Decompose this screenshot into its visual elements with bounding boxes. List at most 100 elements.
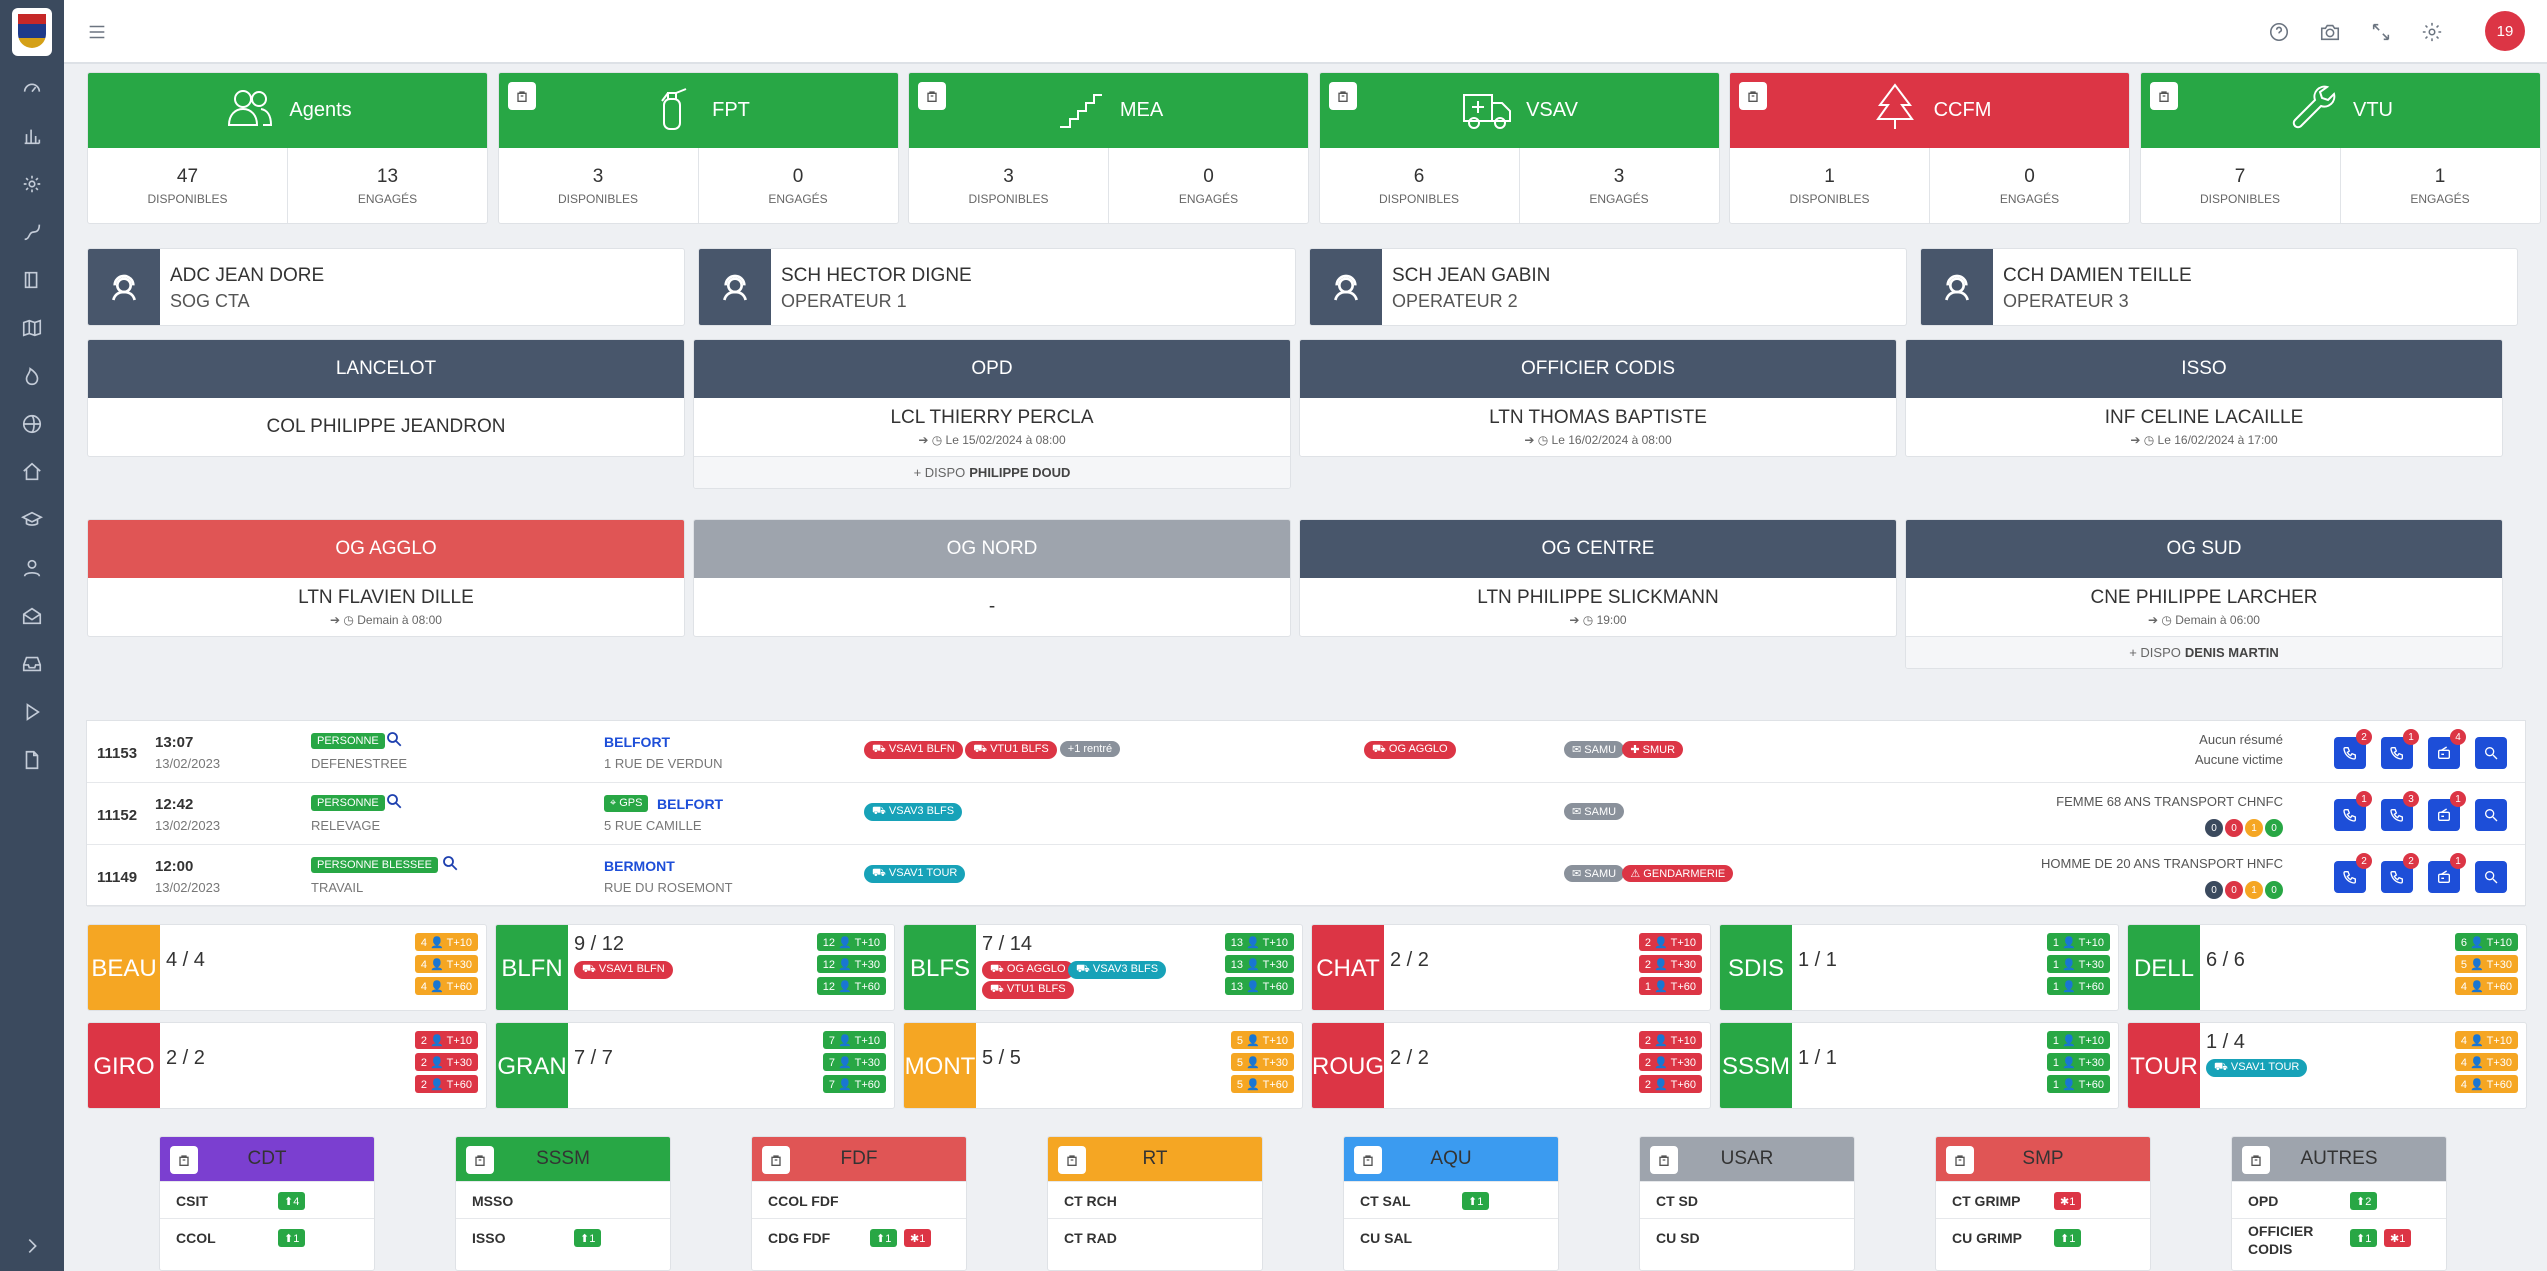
specialty-row[interactable]: CT RAD (1048, 1218, 1262, 1255)
play-icon[interactable] (0, 690, 64, 734)
cis-card-roug[interactable]: ROUG 2 / 2 2 👤 T+10 2 👤 T+30 2 👤 T+60 (1311, 1022, 1711, 1109)
clipboard-icon[interactable] (1354, 1146, 1382, 1174)
expand-icon[interactable] (2366, 17, 2396, 47)
specialty-row[interactable]: CSIT ⬆4 (160, 1181, 374, 1218)
specialty-card-usar[interactable]: USAR CT SD CU SD (1639, 1136, 1855, 1271)
comm-button[interactable]: 1 (2381, 729, 2419, 769)
clipboard-icon[interactable] (762, 1146, 790, 1174)
home-icon[interactable] (0, 450, 64, 494)
duty-card-og-centre[interactable]: OG CENTRE LTN PHILIPPE SLICKMANN ➔ ◷ 19:00 (1299, 519, 1897, 637)
cis-card-blfn[interactable]: BLFN 9 / 12 12 👤 T+10 12 👤 T+30 12 👤 T+60 ⛟ V… (495, 924, 895, 1011)
specialty-card-smp[interactable]: SMP CT GRIMP ✱1 CU GRIMP ⬆1 (1935, 1136, 2151, 1271)
avatar[interactable]: 19 (2485, 11, 2525, 51)
specialty-row[interactable]: CU SAL (1344, 1218, 1558, 1255)
cis-vehicle-badge[interactable]: ⛟ VSAV1 TOUR (2206, 1059, 2308, 1077)
dashboard-icon[interactable] (0, 66, 64, 110)
clipboard-icon[interactable] (918, 82, 946, 110)
clipboard-icon[interactable] (2149, 82, 2178, 110)
specialty-card-aqu[interactable]: AQU CT SAL ⬆1 CU SAL (1343, 1136, 1559, 1271)
cis-card-tour[interactable]: TOUR 1 / 4 4 👤 T+10 4 👤 T+30 4 👤 T+60 ⛟ VSAV1… (2127, 1022, 2527, 1109)
search-button[interactable] (2475, 861, 2507, 893)
comm-button[interactable]: 2 (2334, 853, 2372, 893)
settings-icon[interactable] (0, 162, 64, 206)
comm-button[interactable]: 2 (2334, 729, 2372, 769)
clipboard-icon[interactable] (1946, 1146, 1974, 1174)
specialty-row[interactable]: CT RCH (1048, 1181, 1262, 1218)
comm-button[interactable]: 3 (2381, 791, 2419, 831)
clipboard-icon[interactable] (1058, 1146, 1086, 1174)
clipboard-icon[interactable] (1328, 82, 1357, 110)
specialty-card-fdf[interactable]: FDF CCOL FDF CDG FDF ⬆1 ✱1 (751, 1136, 967, 1271)
file-icon[interactable] (0, 738, 64, 782)
comm-button[interactable]: 2 (2381, 853, 2419, 893)
comm-button[interactable]: 1 (2428, 791, 2466, 831)
cis-vehicle-badge[interactable]: ⛟ OG AGGLO (982, 961, 1074, 979)
chevron-right-icon[interactable] (0, 1224, 64, 1268)
incident-city[interactable]: BELFORT (604, 734, 671, 750)
clipboard-icon[interactable] (1739, 82, 1767, 110)
cis-vehicle-badge[interactable]: ⛟ VSAV1 BLFN (574, 961, 673, 979)
cis-card-beau[interactable]: BEAU 4 / 4 4 👤 T+10 4 👤 T+30 4 👤 T+60 (87, 924, 487, 1011)
cis-card-blfs[interactable]: BLFS 7 / 14 13 👤 T+10 13 👤 T+30 13 👤 T+60 ⛟ O… (903, 924, 1303, 1011)
resource-card-ccfm[interactable]: CCFM 1 DISPONIBLES 0 ENGAGÉS (1729, 72, 2130, 224)
clipboard-icon[interactable] (170, 1146, 198, 1174)
flame-icon[interactable] (0, 354, 64, 398)
duty-dispo[interactable]: + DISPO DENIS MARTIN (1906, 636, 2502, 668)
duty-card-og-sud[interactable]: OG SUD CNE PHILIPPE LARCHER ➔ ◷ Demain à 0… (1905, 519, 2503, 669)
map-icon[interactable] (0, 306, 64, 350)
vehicle-badge[interactable]: +1 rentré (1059, 741, 1121, 757)
specialty-row[interactable]: CU SD (1640, 1218, 1854, 1255)
resource-card-fpt[interactable]: FPT 3 DISPONIBLES 0 ENGAGÉS (497, 72, 899, 224)
incident-row[interactable]: 11153 13:07 13/02/2023 PERSONNE DEFENESTREE 1… (87, 721, 2525, 783)
graduation-icon[interactable] (0, 498, 64, 542)
duty-dispo[interactable]: + DISPO PHILIPPE DOUD (694, 456, 1290, 488)
operator-card[interactable]: ADC JEAN DORE SOG CTA (87, 248, 685, 326)
vehicle-badge[interactable]: ⛟ VSAV1 BLFN (864, 741, 963, 759)
cis-card-giro[interactable]: GIRO 2 / 2 2 👤 T+10 2 👤 T+30 2 👤 T+60 (87, 1022, 487, 1109)
og-badge[interactable]: ⛟ OG AGGLO (1364, 741, 1456, 759)
duty-card-isso[interactable]: ISSO INF CELINE LACAILLE ➔ ◷ Le 16/02/2024… (1905, 339, 2503, 457)
clipboard-icon[interactable] (1650, 1146, 1678, 1174)
specialty-row[interactable]: MSSO (456, 1181, 670, 1218)
clipboard-icon[interactable] (507, 82, 536, 110)
hose-icon[interactable] (0, 210, 64, 254)
specialty-card-sssm[interactable]: SSSM MSSO ISSO ⬆1 (455, 1136, 671, 1271)
resource-card-vtu[interactable]: VTU 7 DISPONIBLES 1 ENGAGÉS (2139, 72, 2541, 224)
duty-card-opd[interactable]: OPD LCL THIERRY PERCLA ➔ ◷ Le 15/02/2024 à… (693, 339, 1291, 489)
operator-card[interactable]: SCH HECTOR DIGNE OPERATEUR 1 (698, 248, 1296, 326)
cis-card-sssm[interactable]: SSSM 1 / 1 1 👤 T+10 1 👤 T+30 1 👤 T+60 (1719, 1022, 2119, 1109)
incident-row[interactable]: 11152 12:42 13/02/2023 PERSONNE RELEVAGE 5 RU… (87, 783, 2525, 845)
incident-city[interactable]: BELFORT (657, 796, 724, 812)
specialty-row[interactable]: ISSO ⬆1 (456, 1218, 670, 1255)
specialty-row[interactable]: CDG FDF ⬆1 ✱1 (752, 1218, 966, 1255)
resource-card-mea[interactable]: MEA 3 DISPONIBLES 0 ENGAGÉS (908, 72, 1309, 224)
comm-button[interactable]: 1 (2428, 853, 2466, 893)
clipboard-icon[interactable] (2242, 1146, 2270, 1174)
operator-card[interactable]: SCH JEAN GABIN OPERATEUR 2 (1309, 248, 1907, 326)
specialty-card-rt[interactable]: RT CT RCH CT RAD (1047, 1136, 1263, 1271)
logo[interactable] (12, 8, 52, 56)
search-button[interactable] (2475, 799, 2507, 831)
specialty-row[interactable]: CCOL ⬆1 (160, 1218, 374, 1255)
search-icon[interactable] (441, 854, 459, 872)
cis-card-mont[interactable]: MONT 5 / 5 5 👤 T+10 5 👤 T+30 5 👤 T+60 (903, 1022, 1303, 1109)
specialty-row[interactable]: CT SD (1640, 1181, 1854, 1218)
specialty-row[interactable]: OFFICIER CODIS ⬆1 ✱1 (2232, 1218, 2446, 1257)
user-icon[interactable] (0, 546, 64, 590)
menu-icon[interactable] (82, 17, 112, 47)
operator-card[interactable]: CCH DAMIEN TEILLE OPERATEUR 3 (1920, 248, 2518, 326)
search-icon[interactable] (385, 792, 403, 810)
clipboard-icon[interactable] (466, 1146, 494, 1174)
cis-card-chat[interactable]: CHAT 2 / 2 2 👤 T+10 2 👤 T+30 1 👤 T+60 (1311, 924, 1711, 1011)
duty-card-officier-codis[interactable]: OFFICIER CODIS LTN THOMAS BAPTISTE ➔ ◷ Le … (1299, 339, 1897, 457)
specialty-row[interactable]: CCOL FDF (752, 1181, 966, 1218)
incident-row[interactable]: 11149 12:00 13/02/2023 PERSONNE BLESSEE TRAV… (87, 845, 2525, 907)
cis-card-gran[interactable]: GRAN 7 / 7 7 👤 T+10 7 👤 T+30 7 👤 T+60 (495, 1022, 895, 1109)
comm-button[interactable]: 1 (2334, 791, 2372, 831)
vehicle-badge[interactable]: ⛟ VTU1 BLFS (965, 741, 1057, 759)
incident-city[interactable]: BERMONT (604, 858, 675, 874)
cis-card-sdis[interactable]: SDIS 1 / 1 1 👤 T+10 1 👤 T+30 1 👤 T+60 (1719, 924, 2119, 1011)
search-icon[interactable] (385, 730, 403, 748)
specialty-row[interactable]: CU GRIMP ⬆1 (1936, 1218, 2150, 1255)
specialty-row[interactable]: CT GRIMP ✱1 (1936, 1181, 2150, 1218)
